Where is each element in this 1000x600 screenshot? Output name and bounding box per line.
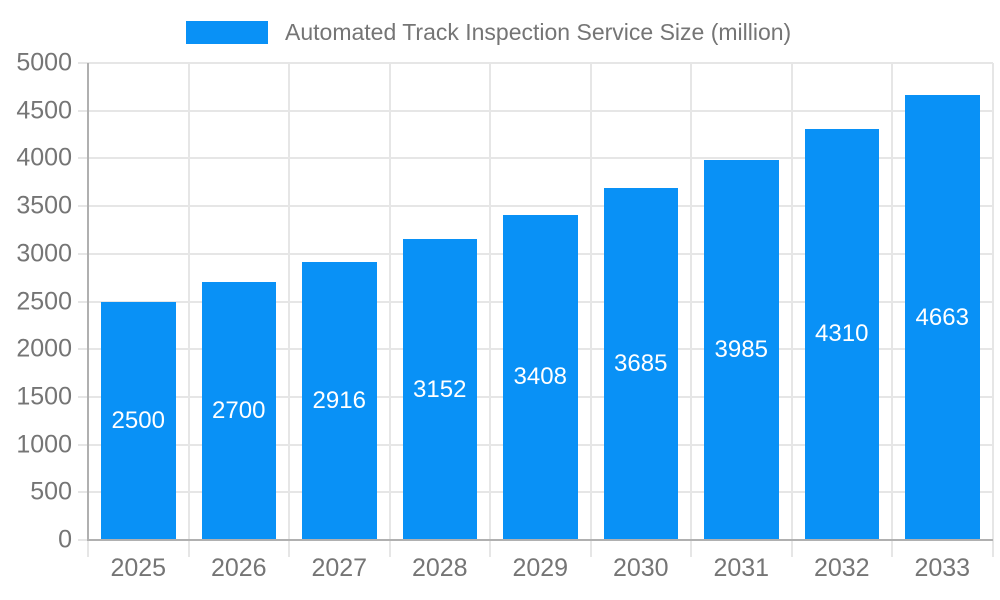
v-gridline [187, 63, 190, 540]
legend-swatch [186, 21, 268, 44]
x-axis-tick [790, 540, 793, 557]
x-axis-tick [489, 540, 491, 557]
y-axis-tick [78, 252, 88, 255]
y-axis-tick [78, 62, 88, 64]
v-gridline [891, 63, 893, 540]
y-axis-tick [78, 491, 88, 494]
v-gridline [790, 63, 793, 540]
x-axis-tick [87, 540, 89, 557]
y-axis-tick-label: 4000 [16, 143, 72, 172]
y-axis-tick-label: 1000 [16, 430, 72, 459]
y-axis-tick-label: 2000 [16, 334, 72, 363]
y-axis-tick [78, 205, 88, 208]
chart-legend: Automated Track Inspection Service Size … [186, 20, 791, 45]
x-axis-tick-label: 2033 [914, 554, 971, 582]
h-gridline [88, 109, 993, 112]
y-axis-tick [78, 539, 88, 541]
x-axis-tick [388, 540, 391, 557]
x-axis-tick [891, 540, 893, 557]
bar-2027 [302, 261, 377, 540]
x-axis-tick-label: 2026 [210, 554, 267, 582]
bar-value-label: 4310 [815, 320, 869, 348]
x-axis-tick-label: 2030 [612, 554, 669, 582]
x-axis-tick [589, 540, 592, 557]
x-axis-tick [288, 540, 290, 557]
bar-value-label: 3685 [614, 350, 668, 378]
bar-2025 [101, 301, 176, 540]
v-gridline [288, 63, 290, 540]
v-gridline [388, 63, 391, 540]
x-axis-tick [187, 540, 190, 557]
y-axis-tick [78, 348, 88, 351]
bar-value-label: 2500 [111, 406, 165, 434]
y-axis-line [87, 63, 89, 541]
y-axis-tick [78, 157, 88, 160]
y-axis-tick-label: 500 [30, 477, 72, 506]
bar-2030 [603, 188, 678, 540]
y-axis-tick-label: 3000 [16, 239, 72, 268]
y-axis-tick-label: 2500 [16, 287, 72, 315]
x-axis-tick [991, 540, 994, 557]
v-gridline [991, 63, 994, 540]
bar-2033 [905, 95, 980, 540]
y-axis-tick-label: 3500 [16, 191, 72, 220]
y-axis-tick-label: 4500 [16, 96, 72, 125]
bar-2029 [503, 214, 578, 540]
h-gridline [88, 205, 993, 208]
y-axis-tick [78, 395, 88, 398]
v-gridline [690, 63, 692, 540]
v-gridline [489, 63, 491, 540]
legend-label: Automated Track Inspection Service Size … [285, 19, 792, 45]
bar-value-label: 2916 [312, 386, 366, 414]
x-axis-tick-label: 2025 [110, 554, 167, 582]
bar-value-label: 3152 [413, 375, 467, 403]
x-axis-tick [690, 540, 692, 557]
x-axis-tick-label: 2028 [411, 554, 468, 582]
y-axis-tick [78, 443, 88, 446]
y-axis-tick-label: 5000 [16, 48, 72, 77]
x-axis-tick-label: 2031 [713, 554, 770, 582]
bar-2031 [704, 159, 779, 540]
bar-2026 [201, 282, 276, 540]
bar-2028 [402, 239, 477, 540]
bar-value-label: 3985 [714, 335, 768, 363]
y-axis-tick [78, 300, 88, 303]
v-gridline [589, 63, 592, 540]
y-axis-tick [78, 109, 88, 112]
h-gridline [88, 62, 993, 64]
y-axis-tick-label: 0 [58, 525, 72, 554]
bar-value-label: 2700 [212, 397, 266, 425]
x-axis-tick-label: 2032 [813, 554, 870, 582]
h-gridline [88, 157, 993, 160]
x-axis-tick-label: 2029 [512, 554, 569, 582]
x-axis-tick-label: 2027 [311, 554, 368, 582]
bar-value-label: 3408 [513, 363, 567, 391]
x-axis-line [87, 539, 993, 541]
bar-2032 [804, 128, 879, 540]
bar-value-label: 4663 [915, 303, 969, 331]
y-axis-tick-label: 1500 [16, 382, 72, 411]
